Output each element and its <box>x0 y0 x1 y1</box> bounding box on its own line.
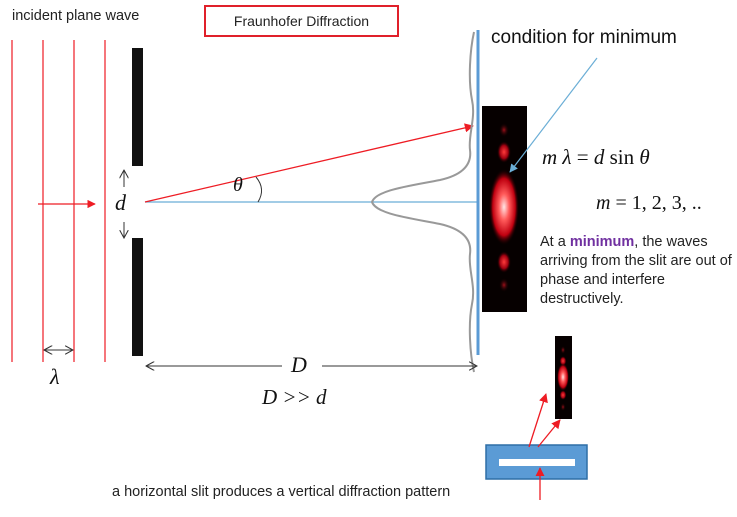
ray-to-screen <box>144 123 474 203</box>
eq-lambda: λ <box>562 145 572 169</box>
eq-m-values: = 1, 2, 3, .. <box>610 192 702 214</box>
distance-label: D <box>291 352 307 377</box>
diagram-title-text: Fraunhofer Diffraction <box>233 13 370 29</box>
diagram-title: Fraunhofer Diffraction <box>204 5 399 37</box>
bottom-caption: a horizontal slit produces a vertical di… <box>112 484 451 500</box>
eq-m: m <box>542 145 558 169</box>
eq-theta: θ <box>639 145 650 169</box>
wavelength-label: λ <box>50 364 60 389</box>
minimum-pointer-arrow <box>509 57 598 173</box>
explanation-highlight: minimum <box>569 234 635 250</box>
intensity-profile <box>370 31 475 373</box>
slit-barrier-bottom <box>132 238 143 356</box>
slit-barrier-top <box>132 48 143 166</box>
eq-equals: = <box>571 145 594 169</box>
minimum-equation: m λ = d sin θ <box>542 145 650 170</box>
eq-d: d <box>593 145 605 169</box>
small-diffraction-pattern <box>555 336 572 419</box>
slit-output-arrow-2 <box>537 419 561 448</box>
minimum-explanation: At a minimum, the waves arriving from th… <box>540 233 737 309</box>
slit-output-arrow-1 <box>528 393 548 448</box>
angle-arc <box>255 176 262 203</box>
angle-label: θ <box>233 174 243 196</box>
diffraction-pattern <box>482 106 527 312</box>
eq-sin: sin <box>604 145 640 169</box>
far-field-condition: D >> d <box>262 385 327 409</box>
eq-m2: m <box>596 192 611 214</box>
condition-label: condition for minimum <box>491 27 677 48</box>
incident-wave-label: incident plane wave <box>12 8 140 24</box>
m-values-equation: m = 1, 2, 3, .. <box>596 192 702 215</box>
explanation-prefix: At a <box>540 234 570 250</box>
explanation-suffix: , the waves arriving from the slit are o… <box>540 234 732 307</box>
slit-width-label: d <box>115 190 126 215</box>
horizontal-slit <box>485 444 588 480</box>
